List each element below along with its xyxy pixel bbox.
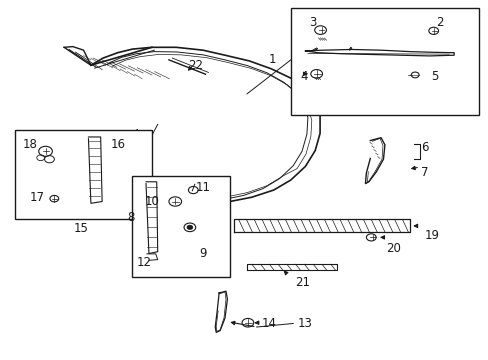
Text: 8: 8 [127,211,135,224]
Text: 13: 13 [298,317,312,330]
Text: 14: 14 [261,317,276,330]
Text: 21: 21 [295,276,310,289]
Text: 9: 9 [199,247,206,260]
Text: 2: 2 [435,16,443,29]
FancyBboxPatch shape [290,8,478,116]
Text: 6: 6 [420,141,428,154]
Text: 4: 4 [300,69,307,82]
Text: 19: 19 [424,229,439,242]
Text: 16: 16 [110,138,125,150]
Text: 3: 3 [308,16,316,29]
Text: 22: 22 [188,59,203,72]
Text: 20: 20 [385,242,400,255]
Text: 18: 18 [22,138,37,150]
Text: 1: 1 [268,53,276,66]
Text: 11: 11 [195,181,210,194]
Text: 10: 10 [144,195,159,208]
Text: 7: 7 [420,166,428,179]
FancyBboxPatch shape [15,130,152,220]
Text: 5: 5 [430,69,437,82]
Text: 17: 17 [30,192,45,204]
FancyBboxPatch shape [132,176,229,277]
Text: 12: 12 [137,256,152,269]
Circle shape [186,225,192,229]
Text: 15: 15 [74,222,88,235]
